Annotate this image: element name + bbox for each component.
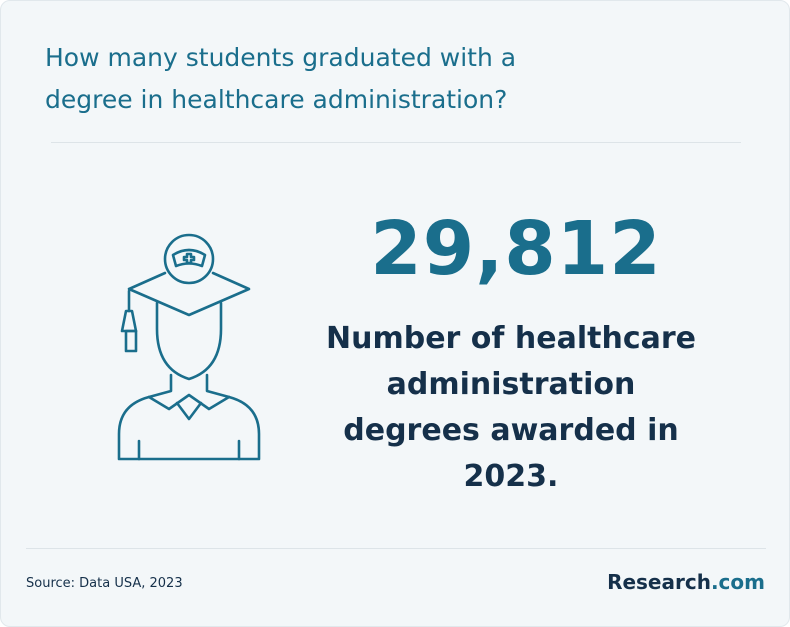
divider: [26, 548, 766, 549]
description-line: 2023.: [463, 459, 559, 494]
divider: [51, 142, 741, 143]
description-line: Number of healthcare: [326, 321, 696, 356]
source: Source: Data USA, 2023: [26, 576, 183, 591]
description-line: administration: [386, 367, 636, 402]
stat-description: Number of healthcare administration degr…: [301, 316, 721, 500]
brand: Research.com: [607, 570, 765, 594]
description-line: degrees awarded in: [343, 413, 679, 448]
title: How many students graduated with a degre…: [45, 37, 516, 121]
brand-name: Research: [607, 570, 711, 594]
title-line: degree in healthcare administration?: [45, 85, 508, 114]
brand-suffix: .com: [710, 570, 765, 594]
stat-value: 29,812: [370, 206, 662, 292]
graduate-icon: [117, 233, 261, 461]
title-line: How many students graduated with a: [45, 43, 517, 72]
